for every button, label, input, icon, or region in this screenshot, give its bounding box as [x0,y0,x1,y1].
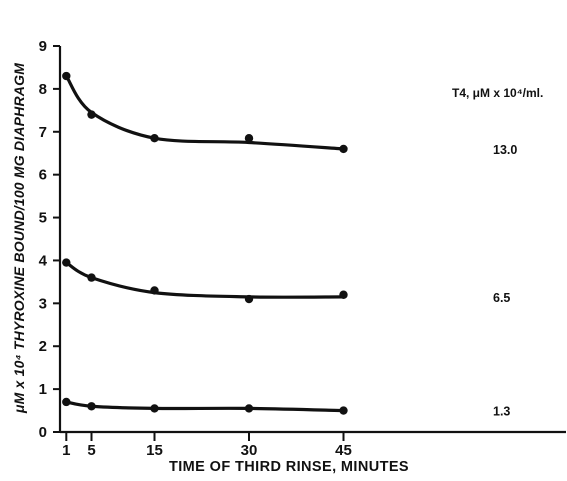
data-point-13-0-1 [62,71,71,81]
series-line-6-5 [64,260,346,299]
series-label-6-5: 6.5 [493,291,510,305]
y-tick-label-1: 1 [39,381,47,398]
series-label-1-3: 1.3 [493,405,510,419]
y-tick-label-4: 4 [39,252,48,269]
y-tick-label-6: 6 [39,167,47,184]
data-point-6-5-45 [339,290,348,299]
x-tick-label-30: 30 [241,442,258,459]
y-tick-label-5: 5 [39,210,47,227]
y-tick-label-0: 0 [39,424,47,441]
y-tick-label-9: 9 [39,38,47,55]
series-13-0: 13.0 [62,71,517,157]
data-point-1-3-5 [87,402,96,411]
data-point-1-3-15 [150,404,159,413]
data-point-1-3-1 [62,397,71,407]
y-tick-label-2: 2 [39,338,47,355]
data-point-6-5-15 [150,286,159,295]
data-point-6-5-1 [62,258,71,267]
series-label-13-0: 13.0 [493,143,517,157]
series-line-1-3 [64,400,346,413]
series-6-5: 6.5 [62,258,510,305]
ticks [53,45,345,441]
data-point-13-0-30 [244,134,254,143]
data-point-13-0-15 [150,134,159,143]
series-1-3: 1.3 [62,397,510,419]
y-tick-label-7: 7 [39,124,47,141]
y-tick-label-3: 3 [39,295,47,312]
data-point-6-5-30 [244,294,254,304]
y-tick-label-8: 8 [39,81,47,98]
x-tick-label-15: 15 [146,442,163,459]
series-group: 13.0 6.5 1.3 [62,71,517,419]
y-axis-label: μM x 10⁴ THYROXINE BOUND/100 MG DIAPHRAG… [11,63,27,414]
legend-title: T4, μM x 10⁴/ml. [452,86,543,100]
data-point-13-0-5 [87,110,96,119]
data-point-6-5-5 [87,273,96,282]
axes [58,46,566,434]
x-tick-label-45: 45 [335,442,352,459]
series-line-13-0 [64,74,346,151]
data-point-13-0-45 [339,144,348,154]
x-tick-label-5: 5 [87,442,95,459]
x-tick-label-1: 1 [62,442,70,459]
data-point-1-3-45 [339,406,348,415]
x-axis-label: TIME OF THIRD RINSE, MINUTES [169,459,409,475]
data-point-1-3-30 [244,404,254,413]
